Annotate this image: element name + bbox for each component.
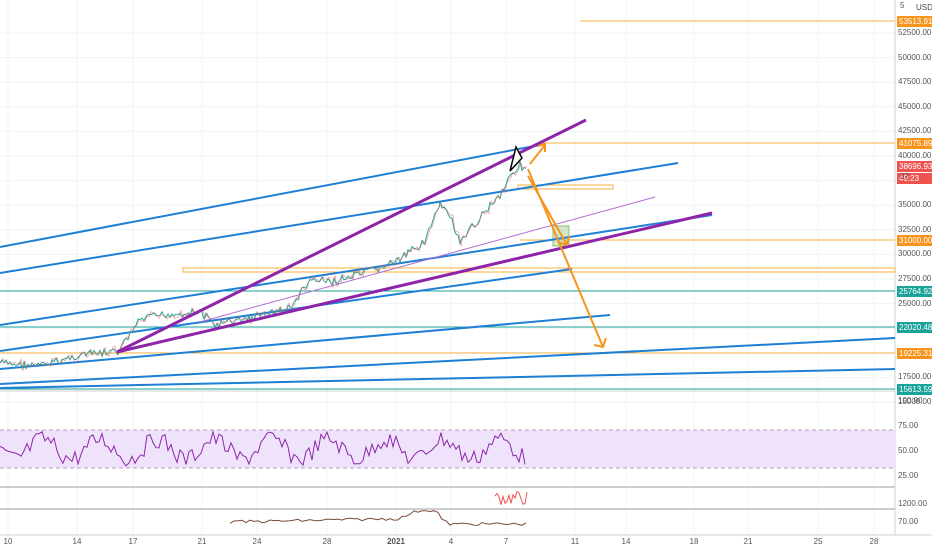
price-badge: 53513.91 (897, 16, 932, 27)
price-tick: 30000.00 (898, 249, 932, 259)
trend-line (0, 314, 611, 370)
trend-line (0, 214, 713, 326)
trend-line (0, 368, 896, 389)
trend-line (0, 337, 896, 385)
time-tick: 4 (448, 537, 454, 546)
rsi-band (0, 430, 895, 468)
rsi-tick: 75.00 (898, 421, 919, 430)
price-badge: 31000.00 (897, 235, 932, 246)
price-series (0, 161, 527, 370)
zone-rectangle (517, 184, 614, 190)
wedge-line (116, 211, 713, 354)
indicator-line (229, 510, 527, 526)
price-tick: 17500.00 (898, 372, 932, 382)
price-badge: 25764.92 (897, 286, 932, 297)
price-tick: 52500.00 (898, 28, 932, 37)
time-tick: 11 (570, 537, 580, 546)
time-tick: 21 (197, 537, 207, 546)
time-tick: 2021 (387, 537, 405, 546)
price-badge: 49:23 (897, 173, 932, 184)
price-badge: 38696.93 (897, 161, 932, 172)
time-tick: 18 (689, 537, 699, 546)
price-series-shadow (0, 162, 528, 372)
time-tick: 28 (869, 537, 879, 546)
trend-line (0, 162, 679, 274)
price-badge: 19225.31 (897, 348, 932, 359)
price-tick: 25000.00 (898, 298, 932, 308)
price-badge: 41075.89 (897, 138, 932, 149)
rsi-tick: 25.00 (898, 471, 919, 480)
price-tick-partial: 37 (900, 172, 909, 181)
time-tick: 17 (128, 537, 138, 546)
time-tick: 21 (743, 537, 753, 546)
zone-rectangle (182, 267, 896, 273)
price-tick: 40000.00 (898, 151, 932, 160)
indicator-tick: 1200.00 (898, 499, 927, 508)
time-tick: 14 (72, 537, 82, 546)
time-tick: 25 (813, 537, 823, 546)
time-tick: 7 (503, 537, 509, 546)
price-badge: 22020.48 (897, 322, 932, 333)
wedge-line-thin (199, 196, 656, 323)
price-tick: 27500.00 (898, 274, 932, 283)
price-tick: 32500.00 (898, 224, 932, 234)
price-tick-partial: 5 (900, 1, 905, 10)
trend-line (0, 144, 541, 248)
price-tick: 45000.00 (898, 101, 932, 111)
rsi-tick: 50.00 (898, 446, 919, 455)
time-tick: 24 (252, 537, 262, 546)
time-tick: 28 (322, 537, 332, 546)
price-tick: 50000.00 (898, 52, 932, 62)
projection-arrows (527, 142, 607, 349)
currency-label: USD (916, 3, 932, 12)
price-tick: 15000.00 (898, 397, 932, 406)
price-badge: 15613.59 (897, 384, 932, 395)
time-tick: 10 (3, 537, 13, 546)
price-tick: 42500.00 (898, 126, 932, 136)
rsi-tick: 100.00 (898, 396, 923, 405)
volume-spikes (494, 490, 528, 505)
price-tick: 35000.00 (898, 200, 932, 210)
arrow-marker (509, 144, 523, 172)
rsi-line (0, 429, 526, 467)
time-tick: 14 (621, 537, 631, 546)
wedge-line (116, 118, 587, 354)
indicator-tick: 70.00 (898, 517, 919, 526)
price-tick: 47500.00 (898, 77, 932, 87)
